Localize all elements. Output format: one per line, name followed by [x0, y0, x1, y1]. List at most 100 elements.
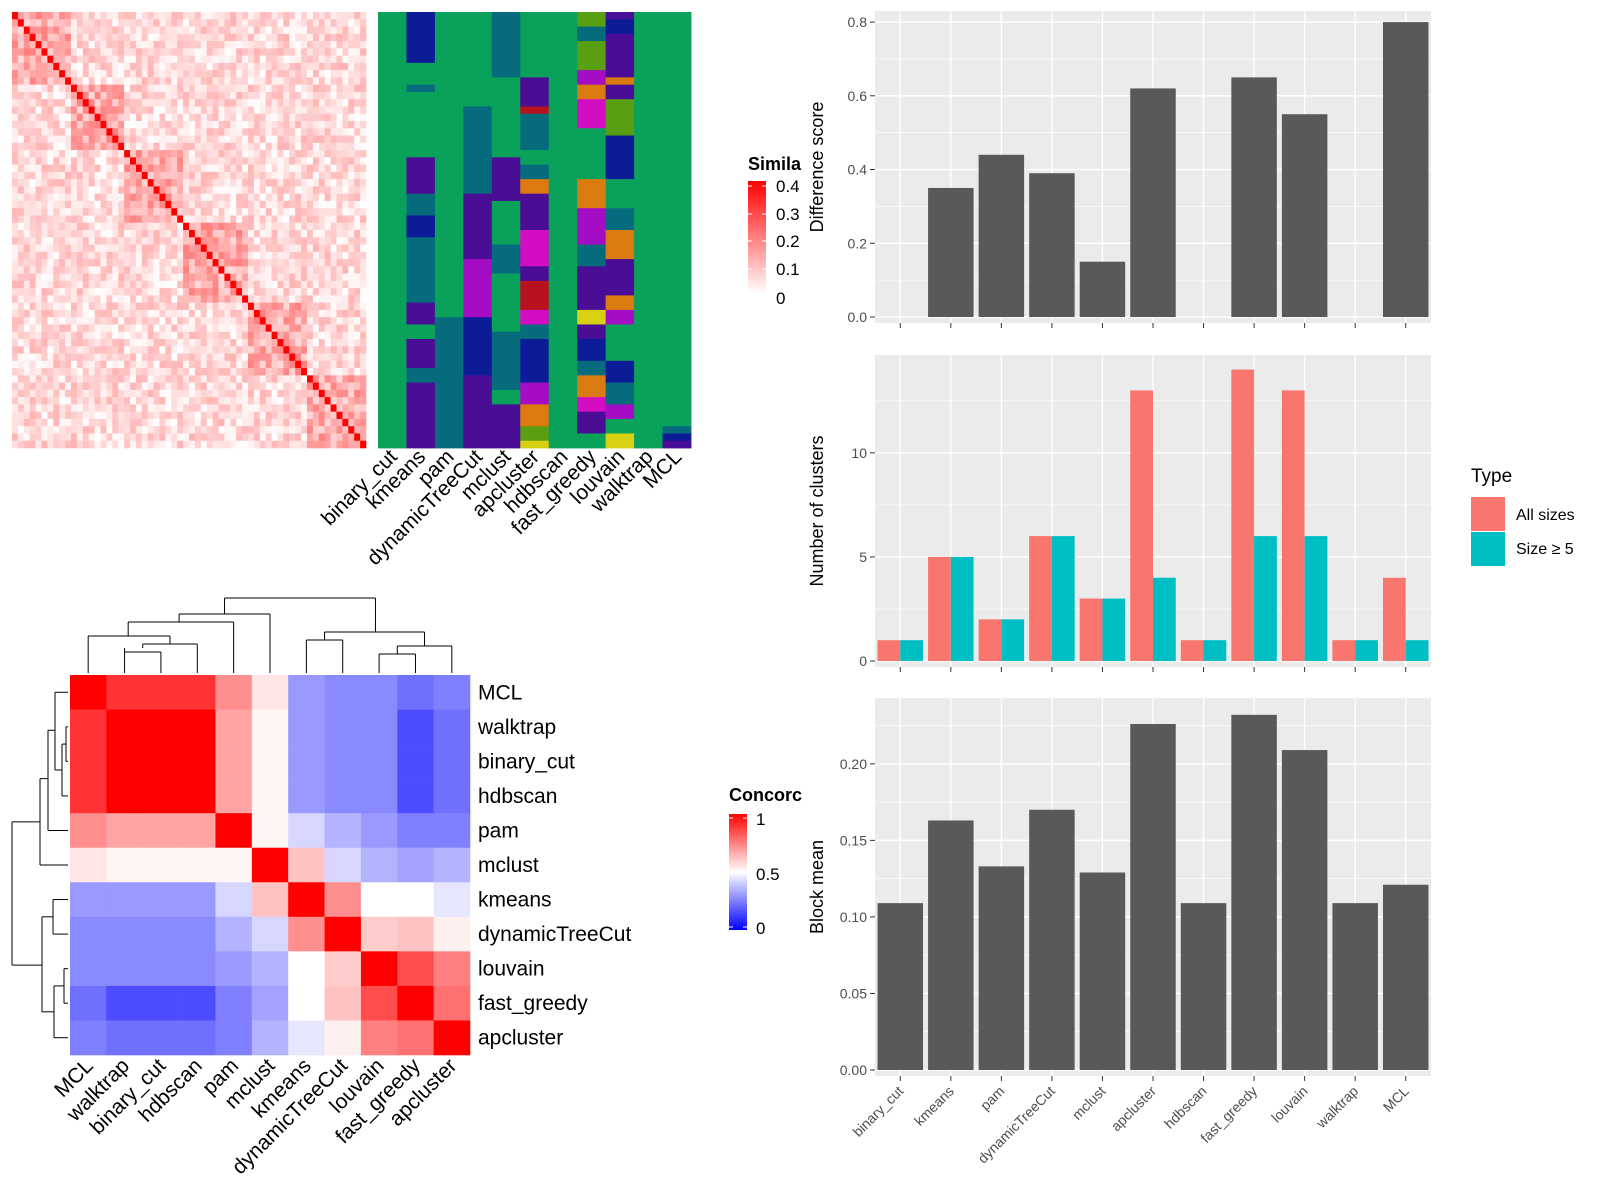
similarity-cell	[124, 266, 131, 274]
similarity-cell	[94, 346, 101, 354]
similarity-cell	[224, 171, 231, 180]
similarity-cell	[224, 266, 231, 274]
similarity-cell	[354, 331, 361, 340]
similarity-cell	[17, 244, 25, 253]
similarity-cell	[118, 339, 125, 347]
similarity-cell	[171, 309, 178, 318]
similarity-cell	[165, 346, 172, 354]
similarity-cell	[242, 288, 249, 296]
similarity-cell	[189, 19, 196, 27]
similarity-cell	[324, 142, 331, 151]
similarity-cell	[159, 368, 166, 376]
similarity-cell	[59, 142, 66, 151]
similarity-cell	[41, 230, 48, 238]
similarity-cell	[189, 179, 196, 187]
similarity-cell	[230, 426, 237, 434]
cluster-assignment-cell	[577, 309, 607, 325]
similarity-cell	[336, 404, 343, 412]
similarity-cell	[71, 106, 78, 115]
similarity-cell	[12, 70, 19, 78]
similarity-cell	[82, 440, 89, 449]
similarity-cell	[171, 41, 178, 49]
similarity-cell	[177, 150, 184, 158]
similarity-cell	[312, 84, 320, 93]
similarity-cell	[53, 135, 60, 144]
bar	[1153, 577, 1176, 661]
similarity-cell	[82, 164, 89, 173]
similarity-cell	[106, 70, 113, 78]
similarity-cell	[253, 418, 261, 427]
similarity-cell	[147, 12, 154, 20]
similarity-cell	[200, 12, 207, 20]
similarity-cell	[336, 397, 343, 405]
similarity-cell	[218, 368, 225, 376]
similarity-cell	[53, 346, 60, 354]
similarity-cell	[259, 288, 266, 296]
similarity-cell	[112, 230, 119, 238]
similarity-cell	[65, 273, 72, 282]
similarity-cell	[153, 12, 160, 20]
similarity-cell	[301, 186, 308, 194]
cluster-assignment-cell	[406, 62, 436, 86]
similarity-cell	[265, 251, 272, 260]
similarity-cell	[82, 19, 89, 27]
similarity-cell	[318, 295, 325, 303]
similarity-cell	[29, 251, 36, 260]
similarity-cell	[336, 331, 343, 340]
similarity-cell	[242, 295, 249, 303]
similarity-cell	[23, 382, 30, 391]
similarity-cell	[23, 106, 30, 115]
similarity-cell	[212, 309, 219, 318]
similarity-cell	[312, 186, 320, 194]
similarity-cell	[307, 339, 314, 347]
similarity-cell	[159, 389, 166, 398]
similarity-cell	[189, 230, 196, 238]
similarity-cell	[118, 353, 125, 362]
similarity-cell	[59, 12, 66, 20]
similarity-cell	[189, 397, 196, 405]
similarity-cell	[35, 244, 42, 253]
similarity-cell	[41, 397, 48, 405]
similarity-cell	[53, 142, 60, 151]
similarity-cell	[242, 186, 249, 194]
similarity-cell	[76, 324, 84, 333]
similarity-cell	[312, 288, 320, 296]
similarity-cell	[153, 19, 160, 27]
similarity-cell	[118, 84, 125, 93]
similarity-cell	[307, 33, 314, 42]
similarity-cell	[141, 128, 148, 136]
similarity-cell	[236, 273, 243, 282]
similarity-cell	[147, 84, 154, 93]
similarity-cell	[230, 317, 237, 325]
similarity-cell	[159, 77, 166, 85]
similarity-cell	[41, 222, 48, 231]
similarity-cell	[183, 186, 190, 194]
similarity-cell	[307, 171, 314, 180]
similarity-cell	[354, 150, 361, 158]
similarity-cell	[65, 186, 72, 194]
similarity-cell	[159, 404, 166, 412]
similarity-cell	[318, 324, 325, 333]
similarity-cell	[171, 440, 178, 449]
similarity-cell	[354, 208, 361, 216]
similarity-cell	[100, 48, 107, 56]
similarity-cell	[354, 70, 361, 78]
similarity-cell	[218, 346, 225, 354]
similarity-cell	[23, 295, 30, 303]
similarity-cell	[360, 251, 367, 260]
similarity-cell	[253, 150, 261, 158]
similarity-cell	[194, 84, 202, 93]
similarity-cell	[171, 84, 178, 93]
similarity-cell	[248, 368, 255, 376]
similarity-cell	[236, 309, 243, 318]
similarity-cell	[194, 142, 202, 151]
similarity-cell	[41, 84, 48, 93]
similarity-cell	[65, 33, 72, 42]
similarity-cell	[342, 346, 349, 354]
similarity-cell	[165, 317, 172, 325]
similarity-cell	[59, 237, 66, 245]
similarity-cell	[23, 353, 30, 362]
similarity-cell	[118, 237, 125, 245]
similarity-cell	[124, 26, 131, 35]
similarity-cell	[153, 77, 160, 85]
